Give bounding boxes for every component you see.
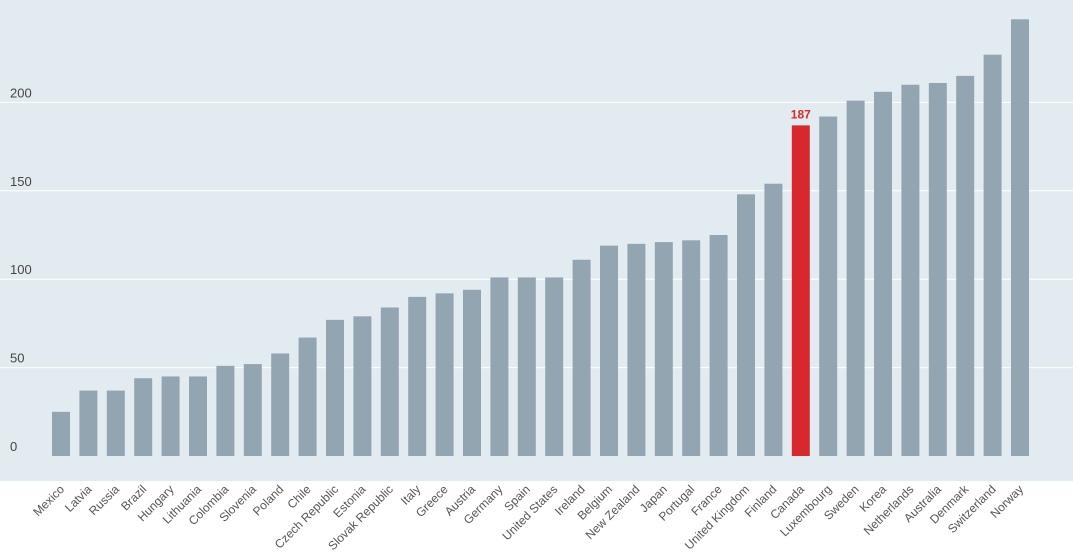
bar [545,277,564,456]
bar [271,353,290,456]
bar [627,243,646,456]
bar [572,259,591,456]
bar [106,390,125,456]
bar [517,277,536,456]
y-axis-ticks: 0 50 100 150 200 [10,85,32,454]
y-tick-label: 50 [10,351,24,366]
category-labels: MexicoLatviaRussiaBrazilHungaryLithuania… [30,482,1026,553]
bar [709,235,728,456]
bar [764,183,783,456]
bar [846,100,865,456]
bar [463,289,481,456]
bar [408,296,427,456]
bar [52,411,70,456]
bar [161,376,180,456]
bar [189,376,207,456]
data-labels: 187 [791,107,811,121]
bar [243,364,262,456]
bar [353,316,372,456]
bar [819,116,838,456]
bar [490,277,509,456]
bars [52,19,1029,457]
bar [216,365,235,456]
bar [298,337,317,456]
bar [134,378,153,456]
bar [874,91,892,457]
bar [737,194,755,456]
y-tick-label: 0 [10,439,17,454]
bar [983,54,1002,456]
bar [654,242,673,456]
bar [682,240,701,456]
data-label: 187 [791,107,811,121]
x-tick-label: Mexico [30,482,67,519]
bar [435,293,454,456]
gridlines [0,101,1073,369]
x-tick-label: Poland [250,482,286,518]
bar [928,82,947,457]
x-tick-label: Russia [86,482,122,518]
bar [791,125,810,456]
bar [1011,19,1029,457]
bar [901,84,920,456]
bar [79,390,98,456]
bar [600,245,618,456]
bar [956,75,975,456]
y-tick-label: 100 [10,262,32,277]
y-tick-label: 200 [10,85,32,100]
bar [326,319,344,456]
y-tick-label: 150 [10,174,32,189]
bar [380,307,399,456]
